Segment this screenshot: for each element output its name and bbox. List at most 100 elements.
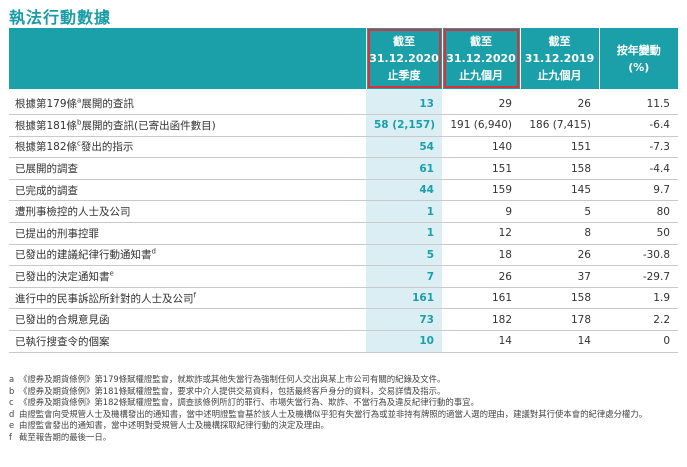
row-label: 已發出的決定通知書e bbox=[9, 265, 366, 288]
footnote-text: 《證券及期貨條例》第181條賦權證監會，要求中介人提供交易資料，包括最終客戶身分… bbox=[19, 385, 446, 396]
cell-nine-months-2020: 151 bbox=[442, 157, 520, 180]
cell-quarter-2020: 73 bbox=[366, 308, 442, 332]
cell-nine-months-2019: 26 bbox=[520, 93, 599, 116]
footnote-marker: f bbox=[193, 291, 196, 300]
cell-yoy-change: 80 bbox=[599, 200, 678, 224]
footnote: f 截至報告期的最後一日。 bbox=[9, 432, 679, 444]
table-header-row: 截至 31.12.2020 止季度 截至 31.12.2020 止九個月 截至 … bbox=[9, 28, 678, 89]
cell-quarter-2020: 10 bbox=[366, 330, 442, 353]
row-label: 根據第181條b展開的查訊(已寄出函件數目) bbox=[9, 114, 366, 137]
table-row: 已發出的建議紀律行動通知書d 5 18 26 -30.8 bbox=[9, 244, 678, 267]
footnote-text: 《證券及期貨條例》第179條賦權證監會，就欺詐或其他失當行為強制任何人交出與某上… bbox=[19, 374, 446, 384]
header-label-blank bbox=[9, 28, 366, 89]
footnote-marker: b bbox=[77, 118, 82, 127]
cell-yoy-change: -29.7 bbox=[599, 265, 678, 288]
cell-quarter-2020: 5 bbox=[366, 244, 442, 267]
cell-nine-months-2020: 12 bbox=[442, 222, 520, 245]
table-row: 遭刑事檢控的人士及公司 1 9 5 80 bbox=[9, 200, 678, 224]
row-label-text: 已執行搜查令的個案 bbox=[15, 335, 110, 348]
footnote-mark: d bbox=[9, 408, 15, 419]
cell-nine-months-2019: 186 (7,415) bbox=[520, 114, 599, 137]
cell-yoy-change: -30.8 bbox=[599, 244, 678, 267]
cell-quarter-2020: 1 bbox=[366, 222, 442, 245]
table-row: 根據第179條a展開的查訊 13 29 26 11.5 bbox=[9, 93, 678, 116]
cell-yoy-change: 11.5 bbox=[599, 93, 678, 116]
cell-nine-months-2019: 14 bbox=[520, 330, 599, 353]
row-label-text: 已發出的建議紀律行動通知書 bbox=[15, 249, 152, 262]
row-label-suffix: 展開的查訊(已寄出函件數目) bbox=[81, 119, 216, 132]
cell-yoy-change: 50 bbox=[599, 222, 678, 245]
cell-nine-months-2019: 26 bbox=[520, 244, 599, 267]
row-label-text: 已發出的合規意見函 bbox=[15, 314, 110, 327]
row-label: 進行中的民事訴訟所針對的人士及公司f bbox=[9, 287, 366, 310]
footnote-mark: f bbox=[9, 431, 12, 442]
page-title: 執法行動數據 bbox=[9, 8, 112, 27]
cell-quarter-2020: 161 bbox=[366, 287, 442, 310]
cell-quarter-2020: 44 bbox=[366, 179, 442, 202]
cell-nine-months-2020: 9 bbox=[442, 200, 520, 224]
table-row: 已展開的調查 61 151 158 -4.4 bbox=[9, 157, 678, 180]
table-row: 已執行搜查令的個案 10 14 14 0 bbox=[9, 330, 678, 353]
header-nine-months-2020: 截至 31.12.2020 止九個月 bbox=[441, 28, 520, 89]
cell-yoy-change: 1.9 bbox=[599, 287, 678, 310]
footnote: b 《證券及期貨條例》第181條賦權證監會，要求中介人提供交易資料，包括最終客戶身… bbox=[9, 386, 679, 398]
row-label: 遭刑事檢控的人士及公司 bbox=[9, 200, 366, 224]
row-label-text: 已展開的調查 bbox=[15, 163, 78, 176]
cell-yoy-change: 2.2 bbox=[599, 308, 678, 332]
table-row: 已發出的決定通知書e 7 26 37 -29.7 bbox=[9, 265, 678, 288]
footnote-text: 由證監會發出的通知書，當中述明對受規管人士及機構採取紀律行動的決定及理由。 bbox=[19, 420, 329, 431]
table-row: 根據第181條b展開的查訊(已寄出函件數目) 58 (2,157) 191 (6,9… bbox=[9, 114, 678, 137]
cell-nine-months-2020: 18 bbox=[442, 244, 520, 267]
cell-quarter-2020: 61 bbox=[366, 157, 442, 180]
cell-nine-months-2020: 161 bbox=[442, 287, 520, 310]
table-row: 已提出的刑事控罪 1 12 8 50 bbox=[9, 222, 678, 245]
footnote-text: 由證監會向受規管人士及機構發出的通知書，當中述明證監會基於該人士及機構似乎犯有失… bbox=[19, 408, 648, 419]
cell-quarter-2020: 58 (2,157) bbox=[366, 114, 442, 137]
cell-nine-months-2019: 37 bbox=[520, 265, 599, 288]
cell-nine-months-2020: 159 bbox=[442, 179, 520, 202]
cell-nine-months-2019: 5 bbox=[520, 200, 599, 224]
cell-nine-months-2019: 8 bbox=[520, 222, 599, 245]
cell-quarter-2020: 54 bbox=[366, 136, 442, 159]
cell-nine-months-2020: 191 (6,940) bbox=[442, 114, 520, 137]
footnote-text: 截至報告期的最後一日。 bbox=[19, 431, 112, 442]
cell-quarter-2020: 1 bbox=[366, 200, 442, 224]
footnote-text: 《證券及期貨條例》第182條賦權證監會，調查該條例所訂的罪行、市場失當行為、欺詐… bbox=[19, 397, 479, 408]
row-label-text: 進行中的民事訴訟所針對的人士及公司 bbox=[15, 292, 194, 305]
cell-nine-months-2020: 29 bbox=[442, 93, 520, 116]
table-body: 根據第179條a展開的查訊 13 29 26 11.5 根據第181條b展開的查訊(已寄出… bbox=[9, 89, 678, 353]
footnote: c 《證券及期貨條例》第182條賦權證監會，調查該條例所訂的罪行、市場失當行為、欺… bbox=[9, 397, 679, 409]
table-spacer-row bbox=[9, 89, 678, 93]
row-label: 已完成的調查 bbox=[9, 179, 366, 202]
footnote-mark: c bbox=[9, 397, 14, 408]
header-yoy-change: 按年變動 (%) bbox=[598, 28, 678, 89]
cell-yoy-change: -4.4 bbox=[599, 157, 678, 180]
footnote: d 由證監會向受規管人士及機構發出的通知書，當中述明證監會基於該人士及機構似乎犯有… bbox=[9, 409, 679, 421]
cell-nine-months-2020: 140 bbox=[442, 136, 520, 159]
row-label: 已發出的建議紀律行動通知書d bbox=[9, 244, 366, 267]
footnote-mark: a bbox=[9, 374, 15, 384]
cell-yoy-change: -7.3 bbox=[599, 136, 678, 159]
row-label-suffix: 展開的查訊 bbox=[81, 98, 134, 111]
row-label-text: 遭刑事檢控的人士及公司 bbox=[15, 206, 131, 219]
footnotes: a 《證券及期貨條例》第179條賦權證監會，就欺詐或其他失當行為強制任何人交出與某… bbox=[9, 374, 679, 444]
table-row: 根據第182條c發出的指示 54 140 151 -7.3 bbox=[9, 136, 678, 159]
cell-nine-months-2019: 178 bbox=[520, 308, 599, 332]
row-label-text: 已提出的刑事控罪 bbox=[15, 227, 99, 240]
footnote-mark: b bbox=[9, 385, 15, 396]
footnote-mark: e bbox=[9, 420, 15, 431]
footnote: e 由證監會發出的通知書，當中述明對受規管人士及機構採取紀律行動的決定及理由。 bbox=[9, 420, 679, 432]
row-label: 已執行搜查令的個案 bbox=[9, 330, 366, 353]
header-quarter-2020: 截至 31.12.2020 止季度 bbox=[365, 28, 442, 89]
cell-nine-months-2020: 26 bbox=[442, 265, 520, 288]
row-label: 已發出的合規意見函 bbox=[9, 308, 366, 332]
row-label-text: 根據第179條 bbox=[15, 98, 78, 111]
cell-nine-months-2019: 151 bbox=[520, 136, 599, 159]
table-row: 已發出的合規意見函 73 182 178 2.2 bbox=[9, 308, 678, 332]
row-label-suffix: 發出的指示 bbox=[80, 141, 134, 154]
header-nine-months-2019: 截至 31.12.2019 止九個月 bbox=[519, 28, 599, 89]
cell-yoy-change: 9.7 bbox=[599, 179, 678, 202]
cell-nine-months-2019: 158 bbox=[520, 287, 599, 310]
cell-quarter-2020: 13 bbox=[366, 93, 442, 116]
table-row: 已完成的調查 44 159 145 9.7 bbox=[9, 179, 678, 202]
